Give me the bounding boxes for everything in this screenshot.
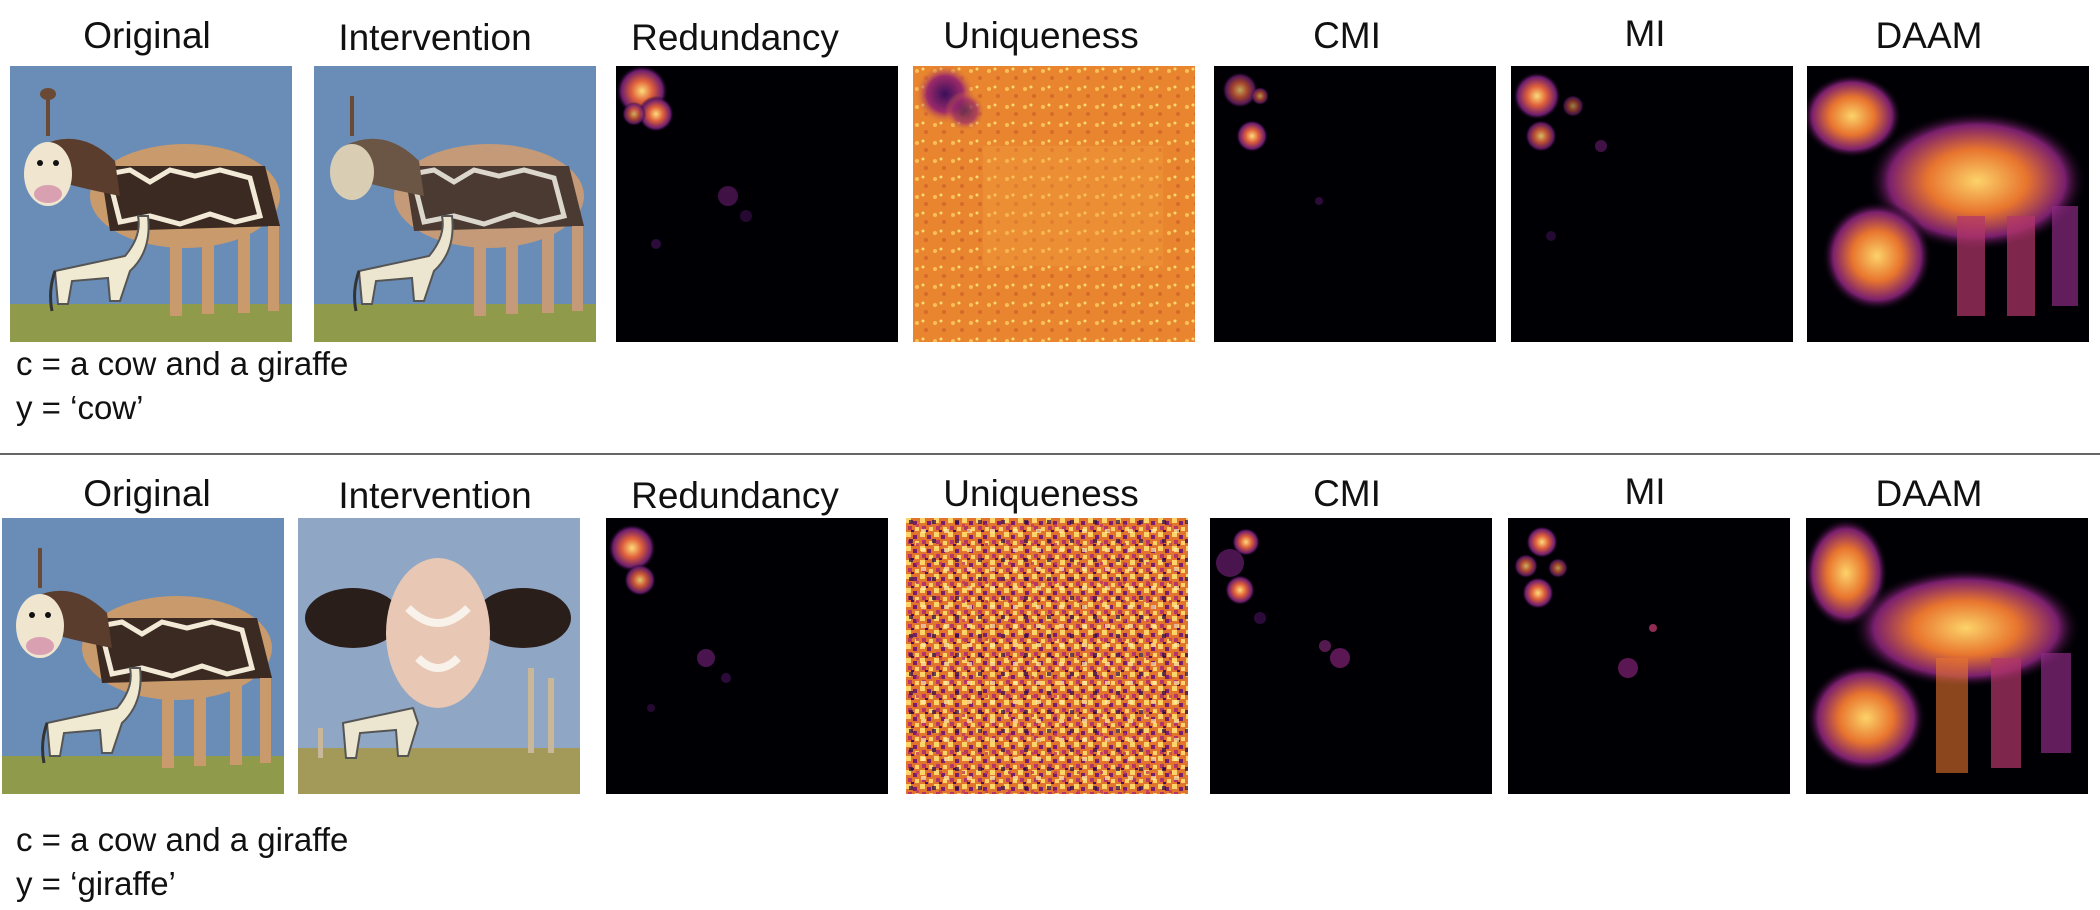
column-label-intervention: Intervention [338,475,532,516]
column-label-cmi: CMI [1313,473,1381,514]
cmi-heatmap-graphic [1214,66,1496,342]
caption-condition: c = a cow and a giraffe [16,821,349,858]
daam-heatmap-graphic [1806,518,2088,794]
redundancy-heatmap [616,66,898,342]
uniqueness-heatmap-graphic [906,518,1188,794]
redundancy-heatmap-graphic [616,66,898,342]
column-label-mi: MI [1624,471,1666,512]
intervention-illustration [314,66,596,342]
uniqueness-heatmap [906,518,1188,794]
column-label-daam: DAAM [1875,473,1983,514]
cmi-heatmap [1214,66,1496,342]
cmi-heatmap [1210,518,1492,794]
column-label-redundancy: Redundancy [631,475,839,516]
figure-row-giraffe: Original Intervention Redundancy Uniquen… [0,458,2100,910]
cow-giraffe-illustration [2,518,284,794]
uniqueness-heatmap-graphic [913,66,1195,342]
intervention-illustration [298,518,580,794]
column-label-redundancy: Redundancy [631,17,839,58]
column-label-cmi: CMI [1313,15,1381,56]
column-label-original: Original [83,15,211,56]
caption-condition: c = a cow and a giraffe [16,345,349,382]
column-label-uniqueness: Uniqueness [943,15,1139,56]
column-label-daam: DAAM [1875,15,1983,56]
column-label-original: Original [83,473,211,514]
column-label-intervention: Intervention [338,17,532,58]
mi-heatmap-graphic [1511,66,1793,342]
daam-heatmap [1806,518,2088,794]
cow-giraffe-illustration [10,66,292,342]
daam-heatmap [1807,66,2089,342]
redundancy-heatmap-graphic [606,518,888,794]
cmi-heatmap-graphic [1210,518,1492,794]
intervention-image [298,518,580,794]
uniqueness-heatmap [913,66,1195,342]
redundancy-heatmap [606,518,888,794]
original-image [10,66,292,342]
mi-heatmap [1508,518,1790,794]
daam-heatmap-graphic [1807,66,2089,342]
mi-heatmap [1511,66,1793,342]
column-label-mi: MI [1624,13,1666,54]
intervention-image [314,66,596,342]
caption-target: y = ‘giraffe’ [16,865,176,902]
figure-row-cow: Original Intervention Redundancy Uniquen… [0,0,2100,440]
original-image [2,518,284,794]
row-divider [0,453,2100,455]
caption-target: y = ‘cow’ [16,389,144,426]
mi-heatmap-graphic [1508,518,1790,794]
column-label-uniqueness: Uniqueness [943,473,1139,514]
